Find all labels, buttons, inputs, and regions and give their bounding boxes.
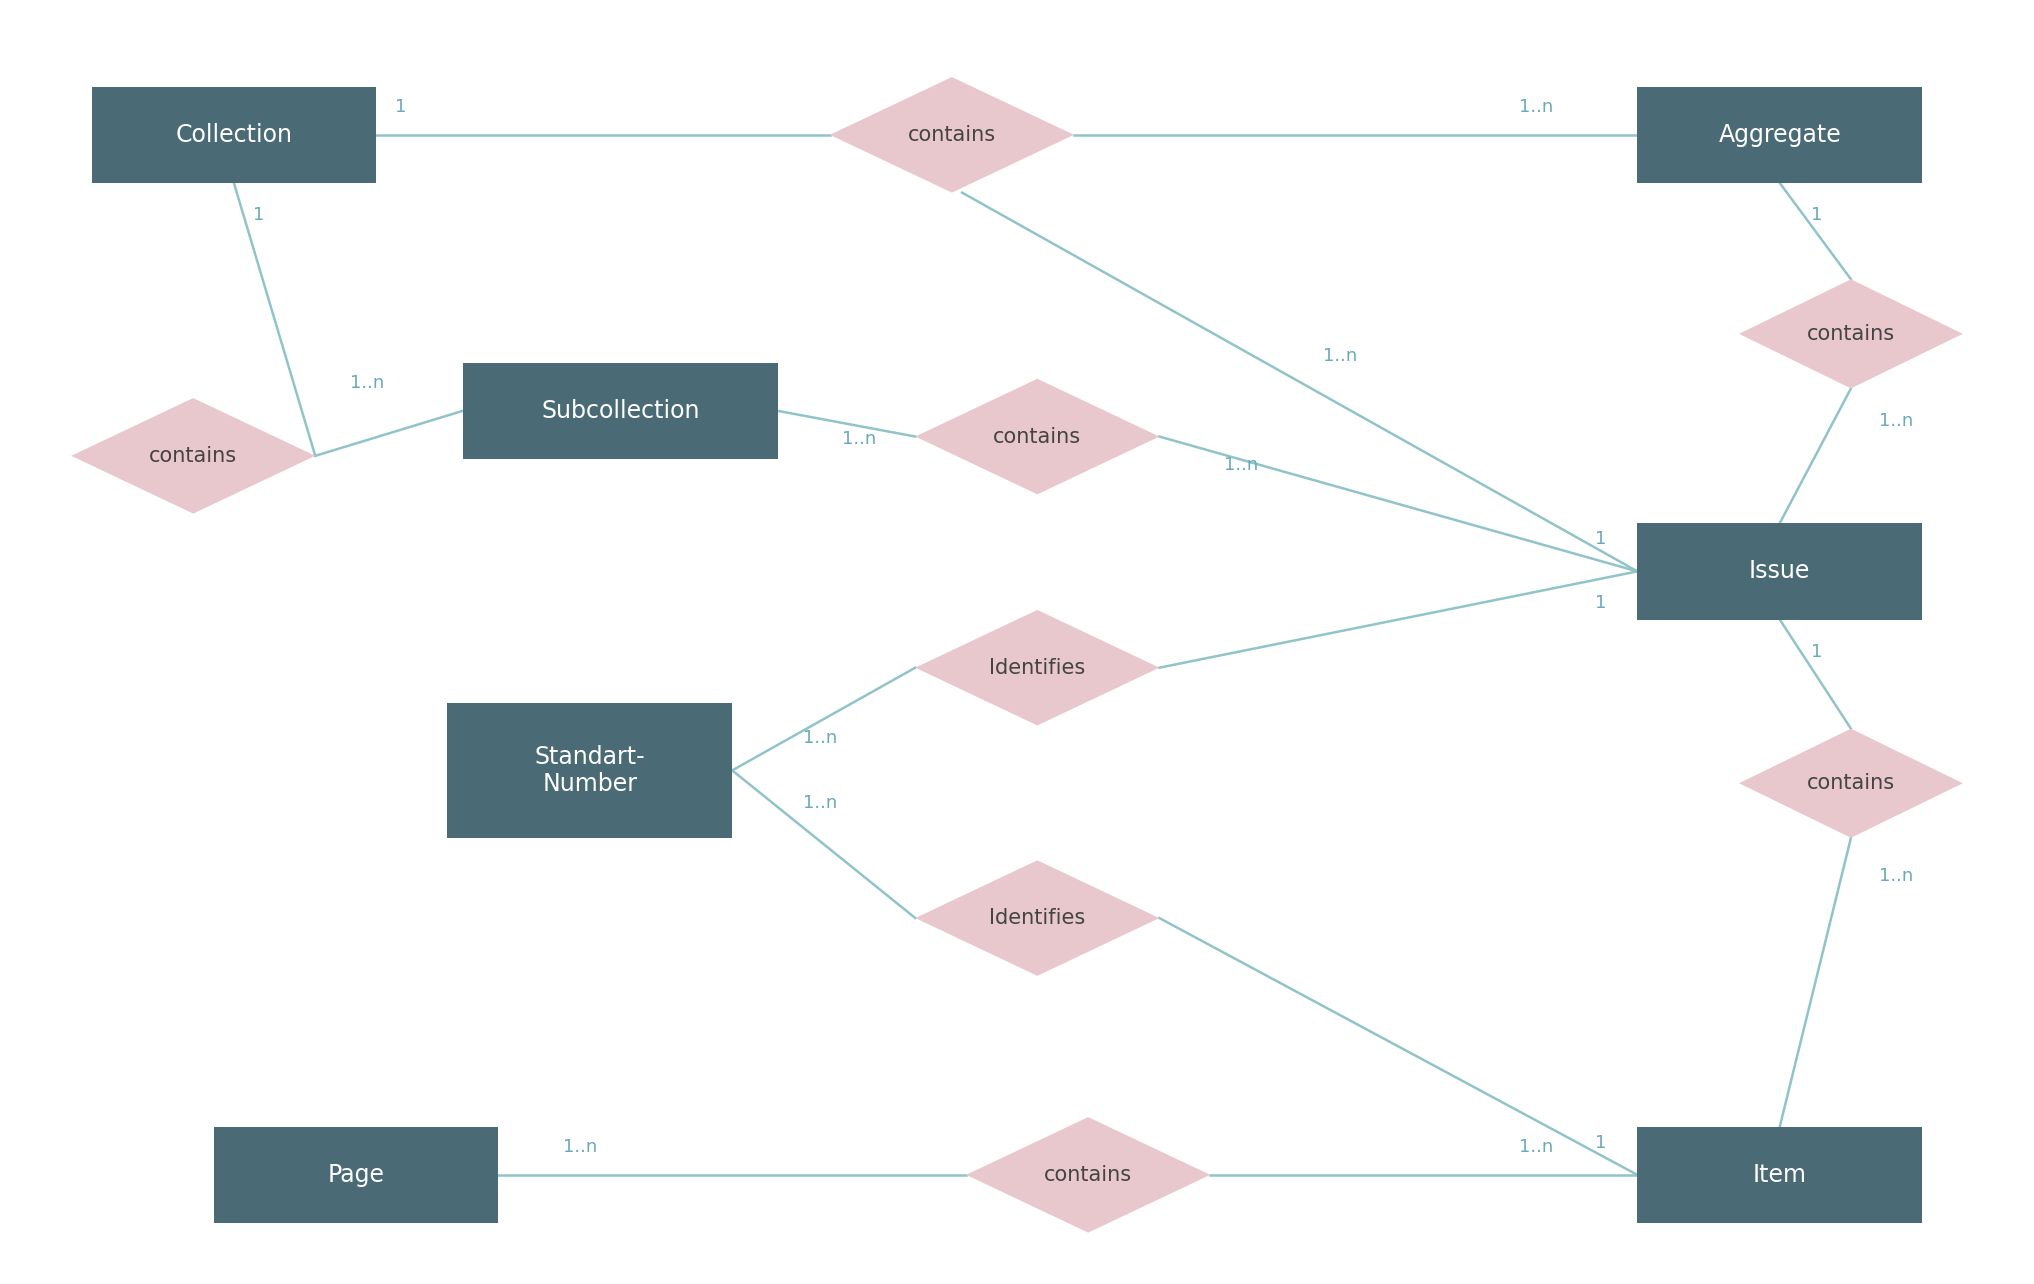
Text: Subcollection: Subcollection [541, 399, 700, 422]
Text: 1..n: 1..n [1519, 98, 1552, 116]
Text: Collection: Collection [175, 123, 293, 146]
Text: 1..n: 1..n [1519, 1138, 1552, 1156]
Text: 1: 1 [1810, 642, 1822, 661]
Polygon shape [915, 379, 1159, 494]
Text: 1..n: 1..n [1879, 411, 1912, 430]
FancyBboxPatch shape [1637, 87, 1922, 184]
Polygon shape [830, 77, 1074, 193]
Text: 1..n: 1..n [1324, 347, 1357, 366]
FancyBboxPatch shape [447, 704, 732, 837]
FancyBboxPatch shape [1637, 524, 1922, 619]
Text: 1: 1 [1595, 530, 1607, 548]
Text: 1..n: 1..n [563, 1138, 596, 1156]
Text: 1..n: 1..n [803, 729, 836, 747]
Text: contains: contains [148, 446, 238, 466]
Text: Item: Item [1753, 1163, 1806, 1186]
Polygon shape [915, 860, 1159, 976]
Polygon shape [1739, 280, 1963, 389]
Text: 1: 1 [1595, 1134, 1607, 1152]
Text: 1..n: 1..n [1879, 867, 1912, 886]
Polygon shape [71, 398, 315, 514]
Text: Identifies: Identifies [989, 657, 1086, 678]
FancyBboxPatch shape [464, 362, 777, 458]
Text: contains: contains [907, 125, 997, 145]
Text: Aggregate: Aggregate [1719, 123, 1841, 146]
Text: 1..n: 1..n [350, 374, 384, 392]
Polygon shape [915, 610, 1159, 725]
Text: contains: contains [1043, 1165, 1133, 1185]
FancyBboxPatch shape [92, 87, 376, 184]
Polygon shape [966, 1117, 1210, 1233]
FancyBboxPatch shape [214, 1127, 498, 1222]
Polygon shape [1739, 729, 1963, 838]
Text: 1: 1 [1595, 594, 1607, 612]
Text: contains: contains [1806, 773, 1896, 794]
Text: contains: contains [1806, 324, 1896, 344]
Text: 1..n: 1..n [842, 430, 877, 448]
Text: contains: contains [993, 426, 1082, 447]
Text: Standart-
Number: Standart- Number [535, 745, 645, 796]
FancyBboxPatch shape [1637, 1127, 1922, 1222]
Text: 1..n: 1..n [803, 794, 836, 811]
Text: 1: 1 [252, 205, 264, 225]
Text: 1: 1 [395, 98, 407, 116]
Text: Issue: Issue [1749, 560, 1810, 583]
Text: 1: 1 [1810, 205, 1822, 225]
Text: Identifies: Identifies [989, 908, 1086, 928]
Text: Page: Page [327, 1163, 384, 1186]
Text: 1..n: 1..n [1224, 456, 1257, 474]
